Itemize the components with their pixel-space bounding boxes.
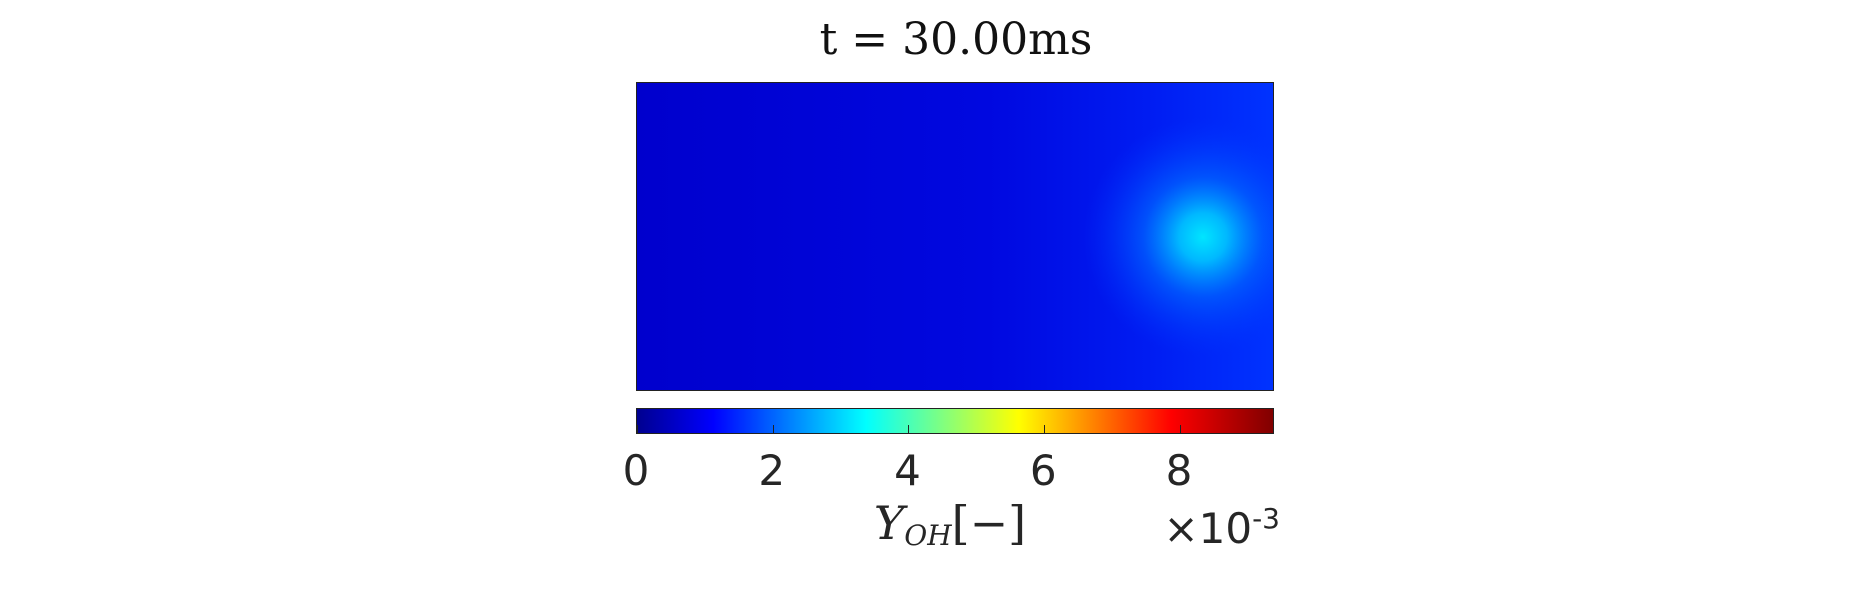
scale-prefix: ×10 bbox=[1163, 504, 1253, 553]
colorbar-tick bbox=[1044, 425, 1046, 433]
colorbar bbox=[636, 408, 1274, 434]
colorbar-tick bbox=[772, 425, 774, 433]
chart-title: t = 30.00ms bbox=[819, 14, 1093, 65]
colorbar-tick-label: 6 bbox=[1029, 446, 1057, 495]
colorbar-gradient bbox=[637, 409, 1273, 433]
colorbar-label: YOH[−] bbox=[870, 496, 1030, 552]
colorbar-tick-label: 8 bbox=[1165, 446, 1193, 495]
scale-exponent: -3 bbox=[1252, 502, 1280, 535]
colorbar-scale-factor: ×10-3 bbox=[1150, 502, 1280, 553]
heatmap-field bbox=[637, 83, 1273, 390]
heatmap-plot-area bbox=[636, 82, 1274, 391]
colorbar-tick-label: 0 bbox=[622, 446, 650, 495]
colorbar-tick-label: 2 bbox=[758, 446, 786, 495]
colorbar-label-sub: OH bbox=[904, 519, 952, 552]
colorbar-tick bbox=[1179, 425, 1181, 433]
colorbar-label-main: Y bbox=[873, 496, 905, 550]
colorbar-tick bbox=[908, 425, 910, 433]
colorbar-label-unit: [−] bbox=[951, 496, 1027, 550]
colorbar-tick-label: 4 bbox=[894, 446, 921, 495]
colorbar-tick bbox=[637, 425, 638, 433]
oh-hotspot bbox=[1083, 117, 1273, 357]
